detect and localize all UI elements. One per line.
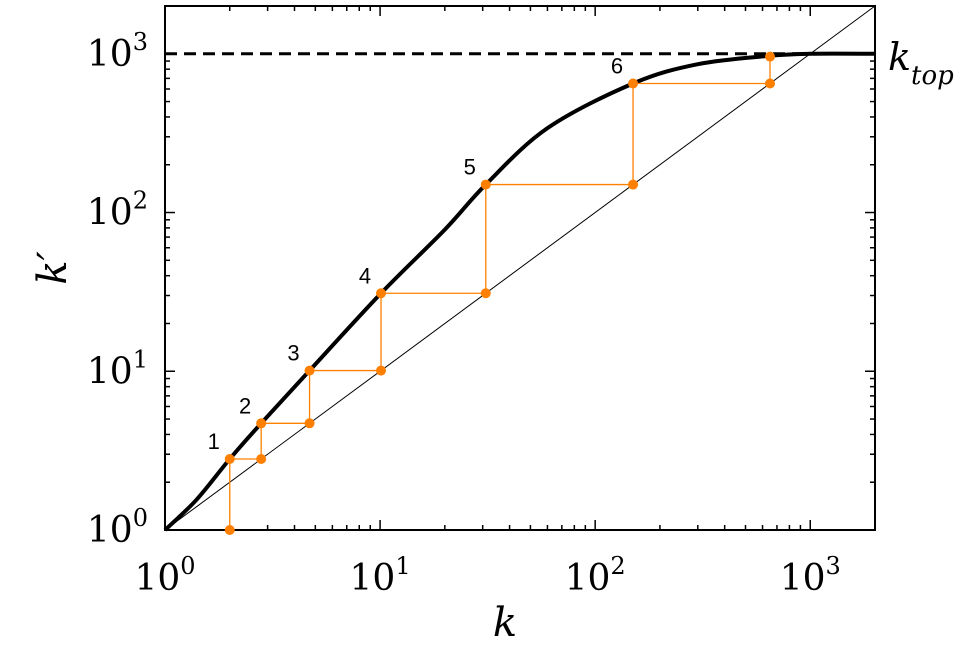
iteration-point <box>224 525 235 535</box>
iteration-point <box>224 454 235 465</box>
iteration-point <box>376 288 387 299</box>
tick-exponent: 2 <box>133 187 148 215</box>
tick-exponent: 0 <box>180 552 195 580</box>
plot-frame <box>164 5 876 531</box>
x-tick-label: 102 <box>565 552 626 599</box>
y-tick-label: 102 <box>87 187 148 234</box>
tick-base: 10 <box>565 558 611 599</box>
iteration-point <box>480 179 491 190</box>
iteration-point <box>376 365 387 376</box>
iteration-point <box>765 51 776 62</box>
tick-exponent: 3 <box>826 552 841 580</box>
step-label: 1 <box>208 429 220 454</box>
iteration-point <box>256 418 267 429</box>
iteration-point <box>765 78 776 89</box>
axis-ticks <box>164 5 876 531</box>
iteration-point <box>628 179 639 190</box>
diagonal-line <box>164 5 876 531</box>
tick-base: 10 <box>134 558 180 599</box>
iteration-steps: 12 3 4 5 6 <box>208 51 776 535</box>
x-tick-label: 100 <box>134 552 195 599</box>
tick-base: 10 <box>87 510 133 551</box>
iteration-point <box>480 288 491 299</box>
y-tick-label: 100 <box>87 504 148 551</box>
step-label: 6 <box>611 53 623 78</box>
y-tick-label: 101 <box>87 345 148 392</box>
step-label: 4 <box>359 263 371 288</box>
series-lines <box>163 5 876 532</box>
x-axis-label: k <box>493 600 517 646</box>
ktop-label: ktop <box>888 35 954 91</box>
tick-exponent: 2 <box>610 552 625 580</box>
tick-exponent: 3 <box>133 28 148 56</box>
iteration-point <box>304 418 315 429</box>
tick-base: 10 <box>780 558 826 599</box>
iteration-point <box>304 365 315 376</box>
tick-base: 10 <box>350 558 396 599</box>
step-label: 3 <box>287 341 299 366</box>
ktop-main: k <box>888 35 911 79</box>
x-tick-label: 103 <box>780 552 841 599</box>
step-label: 2 <box>239 393 251 418</box>
tick-exponent: 1 <box>133 345 148 373</box>
x-tick-label: 101 <box>350 552 411 599</box>
step-label: 5 <box>464 155 476 180</box>
iteration-point <box>628 78 639 89</box>
y-tick-label: 103 <box>87 28 148 75</box>
tick-base: 10 <box>87 351 133 392</box>
map-curve <box>163 51 876 532</box>
tick-base: 10 <box>87 34 133 75</box>
iteration-point <box>256 454 267 465</box>
tick-base: 10 <box>87 193 133 234</box>
tick-exponent: 1 <box>395 552 410 580</box>
y-axis-label: k′ <box>30 251 76 284</box>
ktop-subscript: top <box>911 61 954 91</box>
tick-exponent: 0 <box>133 504 148 532</box>
